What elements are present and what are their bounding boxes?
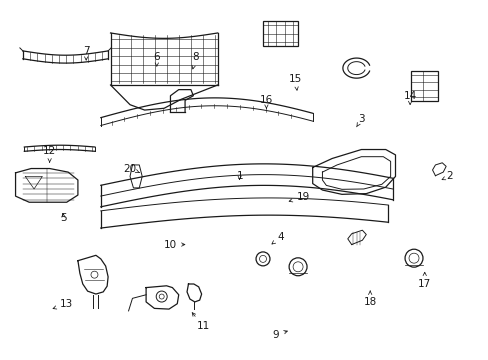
Text: 2: 2 [441,171,451,181]
Text: 17: 17 [417,272,430,289]
Text: 3: 3 [356,114,364,127]
Text: 14: 14 [403,91,416,104]
Text: 10: 10 [163,239,184,249]
Text: 13: 13 [53,299,73,309]
Text: 16: 16 [259,95,272,108]
Text: 18: 18 [363,291,376,307]
Bar [410,71,437,101]
Text: 12: 12 [43,146,56,162]
Bar [263,22,298,46]
Text: 9: 9 [272,330,287,340]
Text: 20: 20 [123,163,139,174]
Text: 15: 15 [288,74,302,90]
Text: 4: 4 [271,232,284,244]
Text: 5: 5 [60,213,66,222]
Text: 6: 6 [153,52,160,66]
Text: 7: 7 [82,46,89,60]
Text: 11: 11 [192,312,209,331]
Text: 1: 1 [236,171,243,181]
Text: 8: 8 [192,52,199,69]
Text: 19: 19 [288,192,309,202]
